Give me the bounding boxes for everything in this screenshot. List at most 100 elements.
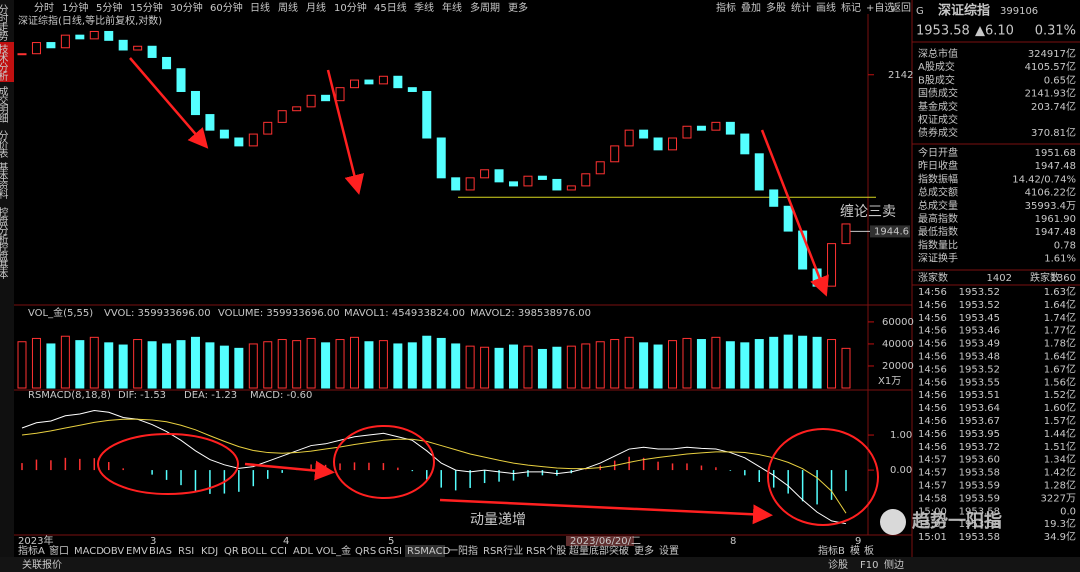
volume-bar <box>523 345 533 389</box>
period-tab[interactable]: 年线 <box>442 1 462 14</box>
status-button[interactable]: 诊股 <box>828 558 848 571</box>
tool-button[interactable]: 标记 <box>841 2 861 14</box>
y-tick-label: 1.00 <box>890 430 912 441</box>
period-tab[interactable]: 月线 <box>306 1 326 14</box>
volume-bar <box>725 341 735 389</box>
stat-label: A股成交 <box>918 60 955 73</box>
trade-time: 14:57 <box>918 468 947 479</box>
volume-bar <box>133 339 143 389</box>
sidebar-tab[interactable]: 基本资料 <box>0 161 8 200</box>
indicator-tab[interactable]: 更多 <box>634 544 654 557</box>
indicator-tab[interactable]: 指标B <box>818 544 845 557</box>
sidebar-tab[interactable]: 技术分析 <box>0 43 8 82</box>
date-label: 2023年 <box>18 534 53 547</box>
volume-bar <box>711 336 721 389</box>
sidebar-tab[interactable]: 控盘分析 <box>0 206 8 245</box>
indicator-tab[interactable]: RSR个股 <box>526 545 566 557</box>
tool-button[interactable]: 画线 <box>816 1 836 14</box>
stat-label: 总成交量 <box>918 199 958 212</box>
volume-bar <box>219 345 229 389</box>
volume-bar <box>624 336 634 389</box>
indicator-tab[interactable]: 指标A <box>18 544 45 557</box>
trade-time: 14:56 <box>918 390 947 401</box>
tool-button[interactable]: 多股 <box>766 1 786 14</box>
tool-button[interactable]: 指标 <box>716 1 736 14</box>
trade-price: 1953.52 <box>959 287 1000 298</box>
indicator-tab[interactable]: 设置 <box>659 545 679 557</box>
period-tab[interactable]: 更多 <box>508 1 528 14</box>
status-button[interactable]: 侧边 <box>884 558 904 571</box>
period-tab[interactable]: 45日线 <box>374 1 407 14</box>
period-tab[interactable]: 多周期 <box>470 1 500 14</box>
trade-price: 1953.59 <box>959 481 1000 492</box>
indicator-tab[interactable]: OBV <box>103 546 124 557</box>
candle <box>75 34 85 40</box>
indicator-tab[interactable]: 一阳指 <box>448 544 478 557</box>
indicator-tab[interactable]: ADL <box>293 546 314 557</box>
candle <box>162 56 172 70</box>
period-tab[interactable]: 季线 <box>414 1 434 14</box>
period-tab[interactable]: 周线 <box>278 1 298 14</box>
indicator-tab[interactable]: 窗口 <box>49 544 69 557</box>
candle <box>349 79 359 89</box>
period-tab[interactable]: 15分钟 <box>130 1 163 14</box>
period-tab[interactable]: 10分钟 <box>334 1 367 14</box>
candle <box>624 129 634 147</box>
indicator-tab[interactable]: 超量底部突破 <box>569 544 629 557</box>
indicator-tab[interactable]: BOLL <box>241 546 267 557</box>
stat-label: 今日开盘 <box>918 146 958 159</box>
arrow <box>129 57 209 149</box>
stat-value: 4105.57亿 <box>1025 60 1076 73</box>
period-tab[interactable]: 60分钟 <box>210 1 243 14</box>
legend-text: MAVOL2: 398538976.00 <box>470 308 591 319</box>
candle <box>581 173 591 187</box>
candle <box>436 137 446 179</box>
price-tag-label: 1944.6 <box>874 226 909 237</box>
period-tab[interactable]: 5分钟 <box>96 1 122 14</box>
candle <box>46 42 56 49</box>
sidebar-tab[interactable]: 分价表 <box>0 130 8 159</box>
tool-button[interactable]: 叠加 <box>741 2 761 14</box>
candle <box>321 94 331 102</box>
indicator-tab[interactable]: QRS <box>355 546 376 557</box>
indicator-tab[interactable]: BIAS <box>149 546 172 557</box>
indicator-tab[interactable]: RSMACD <box>407 546 451 557</box>
indicator-tab[interactable]: RSI <box>178 546 194 557</box>
indicator-tab[interactable]: QR <box>224 546 239 557</box>
trade-volume: 1.44亿 <box>1044 427 1076 440</box>
candle <box>407 87 417 92</box>
indicator-tab[interactable]: RSR行业 <box>483 544 523 557</box>
stat-value: 4106.22亿 <box>1025 186 1076 199</box>
indicator-tab[interactable]: 板 <box>864 544 874 557</box>
tool-button[interactable]: 统计 <box>791 1 811 14</box>
volume-bar <box>17 341 27 389</box>
indicator-tab[interactable]: VOL_金 <box>316 544 351 557</box>
trade-price: 1953.58 <box>959 519 1000 530</box>
period-tab[interactable]: 分时 <box>34 2 54 14</box>
sidebar-tab[interactable]: 成交明细 <box>0 86 8 123</box>
period-tab[interactable]: 1分钟 <box>62 1 88 14</box>
volume-bar <box>480 346 490 389</box>
indicator-tab[interactable]: MACD <box>74 546 104 557</box>
indicator-tab[interactable]: GRSI <box>378 546 402 557</box>
volume-bar <box>60 335 70 389</box>
candle <box>89 30 99 40</box>
volume-bar <box>595 341 605 389</box>
sidebar-tab[interactable]: 控盘基本 <box>0 241 8 280</box>
tool-button[interactable]: 返回 <box>891 2 911 14</box>
candle <box>393 75 403 89</box>
sidebar-tab[interactable]: 分时走势 <box>0 4 8 42</box>
trade-price: 1953.60 <box>959 455 1000 466</box>
candle <box>465 177 475 191</box>
indicator-tab[interactable]: EMV <box>126 546 148 557</box>
indicator-tab[interactable]: 模 <box>850 545 860 557</box>
period-tab[interactable]: 日线 <box>250 1 270 14</box>
tool-button[interactable]: +自选 <box>866 1 894 14</box>
trade-price: 1953.64 <box>959 403 1000 414</box>
annotation: 缠论三卖 <box>840 203 896 220</box>
ellipse <box>767 428 879 526</box>
indicator-tab[interactable]: CCI <box>270 546 287 557</box>
period-tab[interactable]: 30分钟 <box>170 1 203 14</box>
indicator-tab[interactable]: KDJ <box>201 546 218 557</box>
status-button[interactable]: F10 <box>860 560 878 571</box>
